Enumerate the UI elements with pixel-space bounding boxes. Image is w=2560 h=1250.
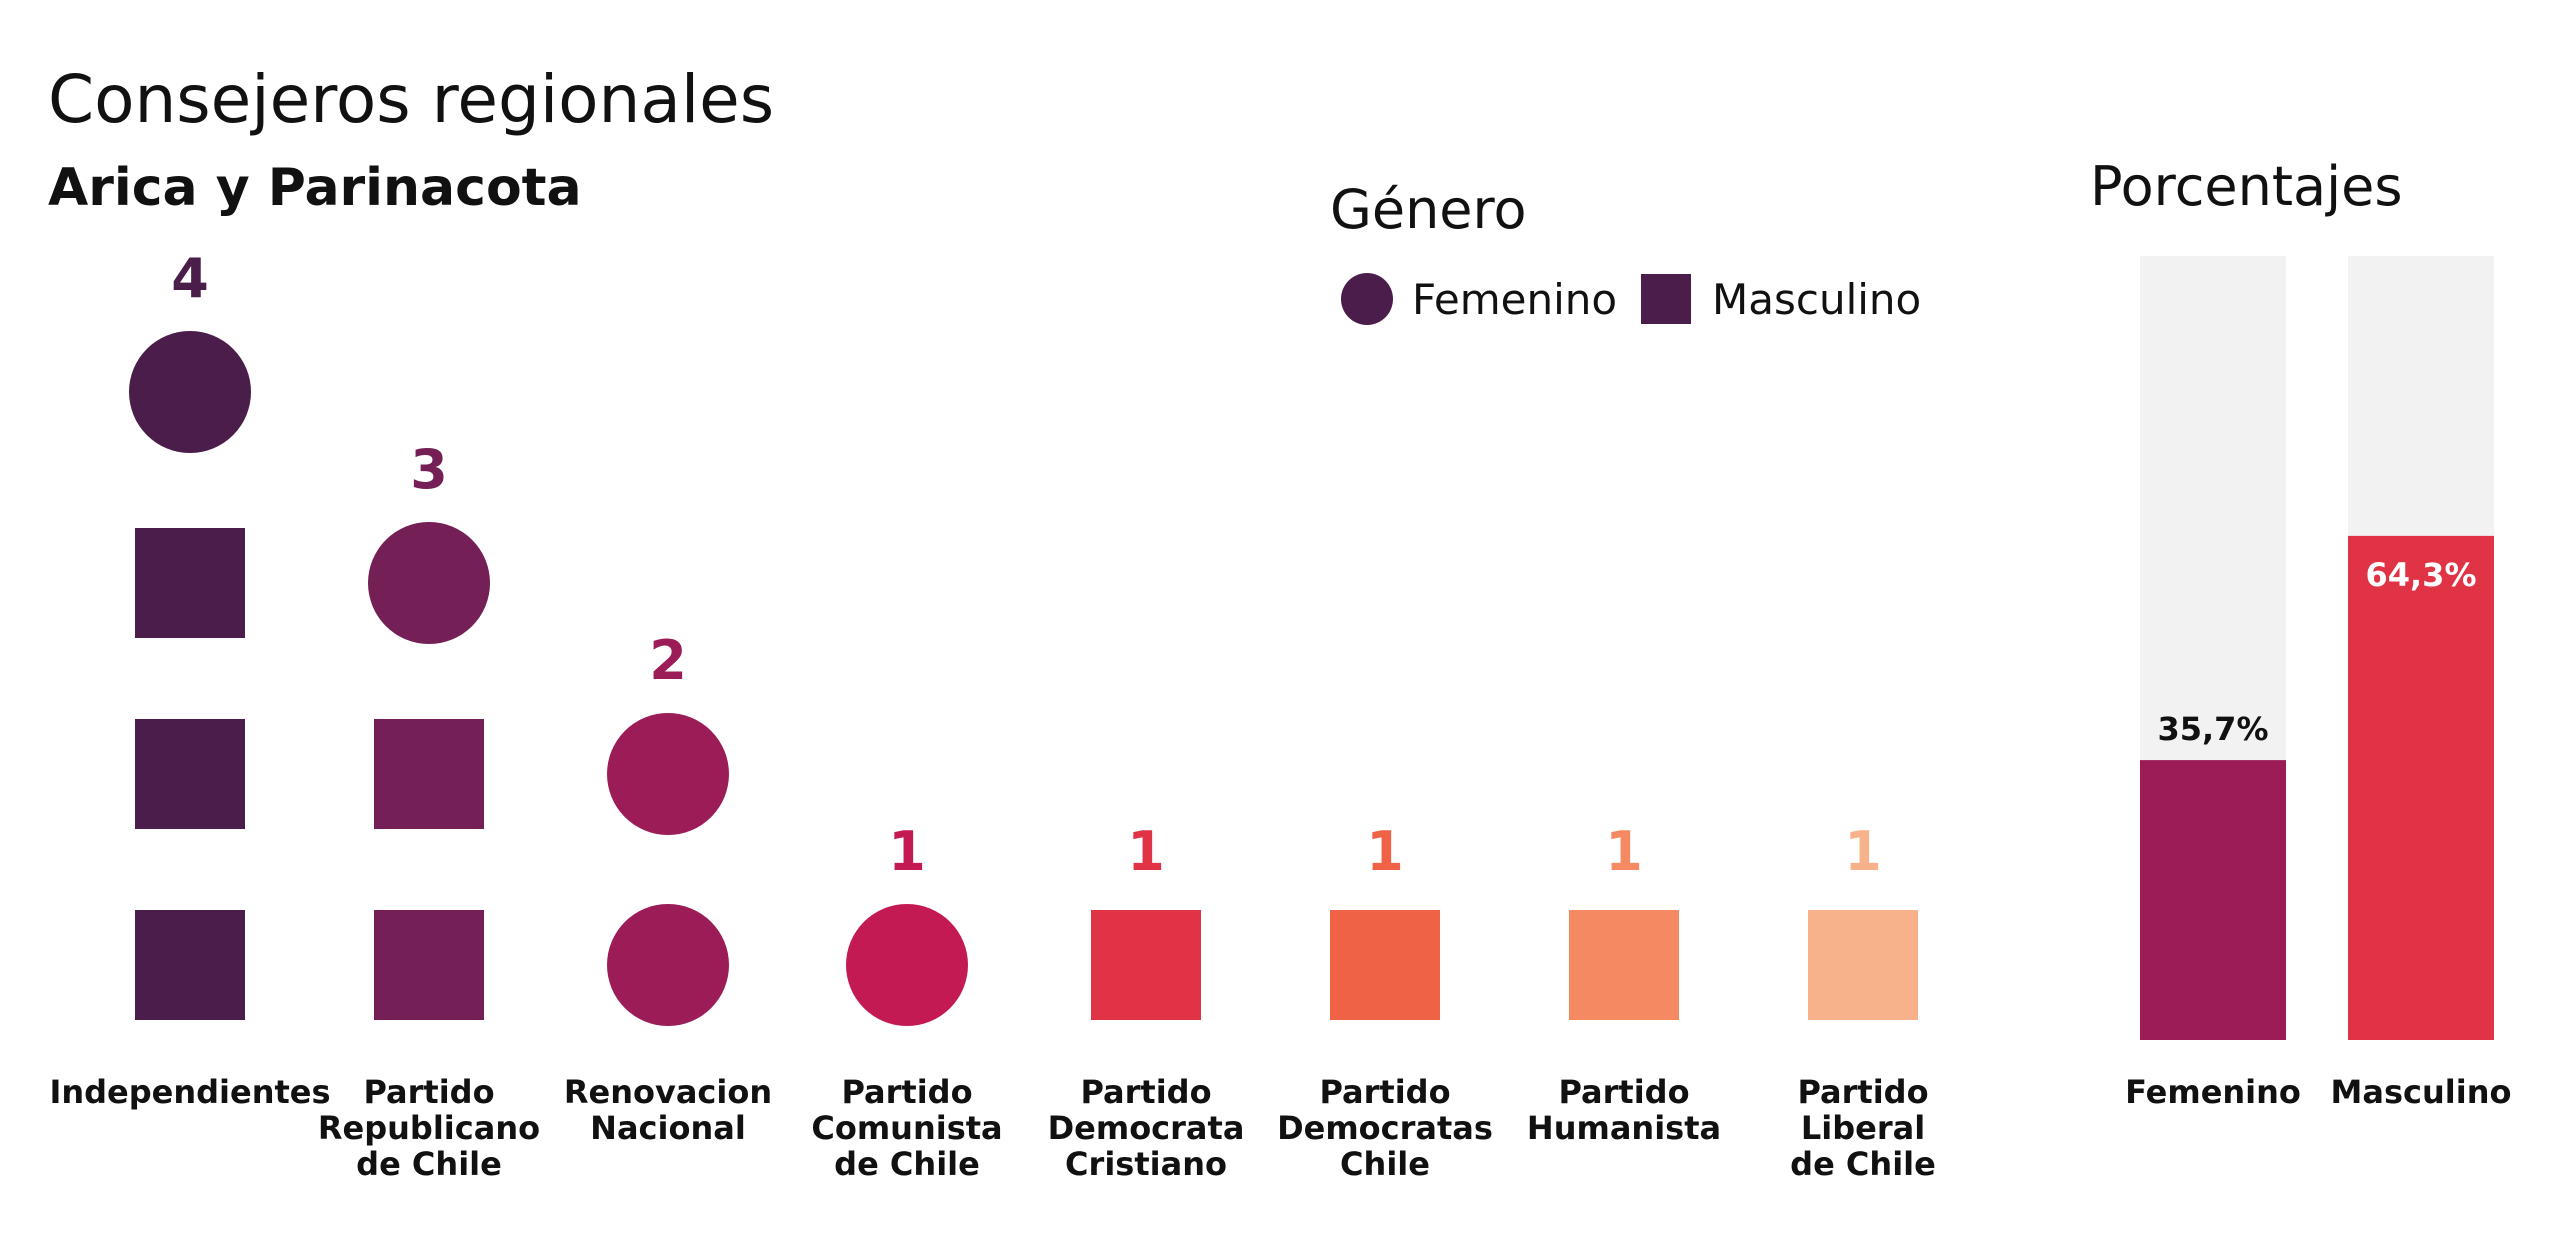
percent-chart-title: Porcentajes: [2090, 155, 2402, 218]
percent-category-label: Masculino: [2331, 1073, 2512, 1111]
legend-circle-icon: [1341, 273, 1393, 325]
party-name-label: Democrata: [1048, 1109, 1245, 1147]
party-name-label: Partido: [1558, 1073, 1689, 1111]
percent-bar-femenino: [2140, 760, 2286, 1040]
party-count-label: 1: [1127, 820, 1165, 883]
party-count-label: 1: [888, 820, 926, 883]
masculino-square-mark: [135, 719, 245, 829]
masculino-square-mark: [1808, 910, 1918, 1020]
party-name-label: Renovacion: [564, 1073, 772, 1111]
party-name-label: Chile: [1340, 1145, 1430, 1183]
party-name-label: de Chile: [356, 1145, 502, 1183]
legend-square-icon: [1641, 274, 1691, 324]
party-name-label: Partido: [363, 1073, 494, 1111]
party-name-label: Comunista: [811, 1109, 1002, 1147]
percent-category-label: Femenino: [2125, 1073, 2301, 1111]
femenino-circle-mark: [607, 713, 729, 835]
femenino-circle-mark: [368, 522, 490, 644]
party-name-label: Partido: [1319, 1073, 1450, 1111]
party-name-label: Democratas: [1277, 1109, 1493, 1147]
masculino-square-mark: [1330, 910, 1440, 1020]
party-count-label: 3: [410, 438, 448, 501]
masculino-square-mark: [135, 910, 245, 1020]
legend-title: Género: [1330, 178, 1527, 241]
masculino-square-mark: [1091, 910, 1201, 1020]
femenino-circle-mark: [846, 904, 968, 1026]
masculino-square-mark: [374, 719, 484, 829]
party-count-label: 1: [1844, 820, 1882, 883]
party-name-label: Liberal: [1801, 1109, 1925, 1147]
femenino-circle-mark: [607, 904, 729, 1026]
party-name-label: de Chile: [834, 1145, 980, 1183]
party-name-label: de Chile: [1790, 1145, 1936, 1183]
party-name-label: Republicano: [318, 1109, 540, 1147]
legend: Género Femenino Masculino: [1330, 178, 1921, 325]
masculino-square-mark: [135, 528, 245, 638]
party-name-label: Partido: [1797, 1073, 1928, 1111]
chart-title: Consejeros regionales: [48, 61, 774, 138]
party-name-label: Partido: [1080, 1073, 1211, 1111]
party-name-label: Cristiano: [1065, 1145, 1227, 1183]
femenino-circle-mark: [129, 331, 251, 453]
party-name-label: Partido: [841, 1073, 972, 1111]
masculino-square-mark: [374, 910, 484, 1020]
party-count-label: 2: [649, 629, 687, 692]
percent-value-label: 35,7%: [2157, 710, 2268, 748]
percent-chart: 35,7% Femenino 64,3% Masculino: [2125, 256, 2511, 1111]
party-count-label: 1: [1605, 820, 1643, 883]
party-name-label: Humanista: [1527, 1109, 1721, 1147]
legend-label-masculino: Masculino: [1712, 275, 1921, 324]
party-name-label: Independientes: [49, 1073, 330, 1111]
percent-value-label: 64,3%: [2365, 556, 2476, 594]
masculino-square-mark: [1569, 910, 1679, 1020]
party-name-label: Nacional: [590, 1109, 746, 1147]
percent-bar-masculino: [2348, 535, 2494, 1040]
legend-label-femenino: Femenino: [1412, 275, 1617, 324]
party-count-label: 4: [171, 247, 209, 310]
party-count-label: 1: [1366, 820, 1404, 883]
chart-subtitle: Arica y Parinacota: [48, 158, 582, 218]
